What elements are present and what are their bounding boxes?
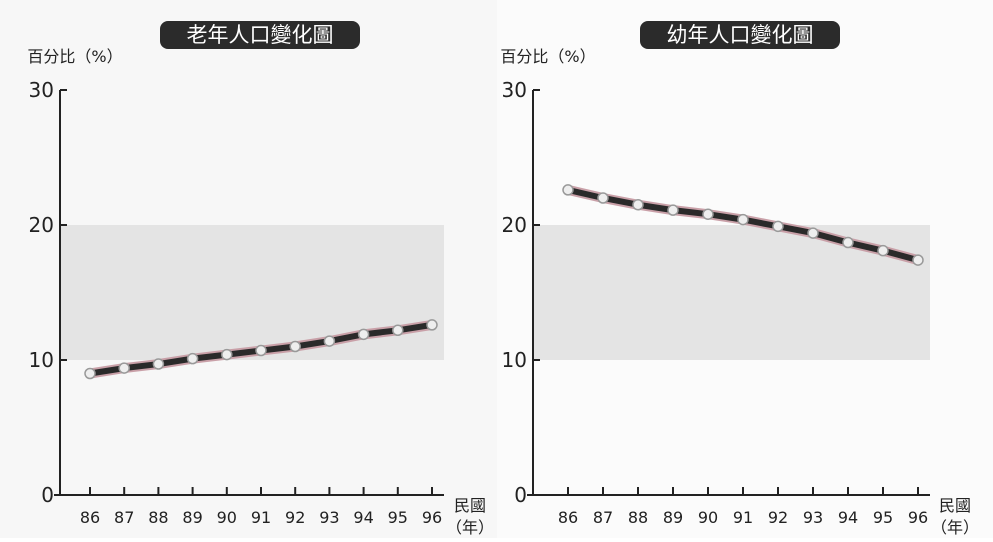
point <box>426 319 438 331</box>
x-tick-label: 95 <box>388 508 408 527</box>
x-tick-label: 87 <box>593 508 613 527</box>
y-tick-label: 10 <box>502 348 527 372</box>
x-tick-label: 94 <box>353 508 373 527</box>
point <box>357 328 370 341</box>
x-tick-label: 88 <box>628 508 648 527</box>
y-tick-label: 30 <box>502 78 527 102</box>
x-tick-label: 87 <box>114 508 134 527</box>
y-tick-label: 0 <box>41 483 54 507</box>
x-tick-label: 90 <box>698 508 718 527</box>
point <box>912 254 924 266</box>
shaded-band <box>60 225 444 360</box>
y-axis-label: 百分比（%） <box>27 47 122 66</box>
point <box>289 340 301 353</box>
x-tick-label: 93 <box>803 508 823 527</box>
y-tick-label: 20 <box>502 213 527 237</box>
point <box>255 344 267 357</box>
point <box>667 204 679 216</box>
point <box>877 244 889 257</box>
y-tick-label: 20 <box>29 213 54 237</box>
y-tick-label: 0 <box>514 483 527 507</box>
x-tick-label: 89 <box>182 508 202 527</box>
point <box>807 227 819 239</box>
x-tick-label: 96 <box>422 508 442 527</box>
point <box>152 358 165 370</box>
title-box <box>640 21 840 49</box>
x-tick-label: 92 <box>768 508 788 527</box>
x-tick-label: 91 <box>251 508 271 527</box>
point <box>323 335 336 347</box>
point <box>392 324 404 337</box>
point <box>186 352 199 365</box>
x-tick-label: 91 <box>733 508 753 527</box>
title-box <box>160 21 360 49</box>
point <box>562 184 574 196</box>
x-axis-unit: （年） <box>446 518 494 537</box>
point <box>118 362 130 374</box>
x-tick-label: 89 <box>663 508 683 527</box>
y-tick-label: 30 <box>29 78 54 102</box>
x-tick-label: 95 <box>873 508 893 527</box>
x-tick-label: 93 <box>319 508 339 527</box>
point <box>842 236 854 249</box>
x-tick-label: 88 <box>148 508 168 527</box>
x-axis-label: 民國 <box>454 496 486 515</box>
point <box>221 348 233 361</box>
chart-title: 老年人口變化圖 <box>187 23 334 47</box>
chart-title: 幼年人口變化圖 <box>667 23 814 47</box>
x-tick-label: 94 <box>838 508 858 527</box>
y-axis-label: 百分比（%） <box>500 47 595 66</box>
x-tick-label: 92 <box>285 508 305 527</box>
point <box>632 199 644 211</box>
point <box>772 220 784 233</box>
x-axis-label: 民國 <box>939 496 971 515</box>
y-tick-label: 10 <box>29 348 54 372</box>
point <box>84 367 96 380</box>
point <box>597 192 609 204</box>
point <box>737 213 749 226</box>
x-axis-unit: （年） <box>931 518 979 537</box>
x-tick-label: 90 <box>217 508 237 527</box>
x-tick-label: 86 <box>80 508 100 527</box>
x-tick-label: 96 <box>908 508 928 527</box>
x-tick-label: 86 <box>558 508 578 527</box>
point <box>702 208 714 220</box>
